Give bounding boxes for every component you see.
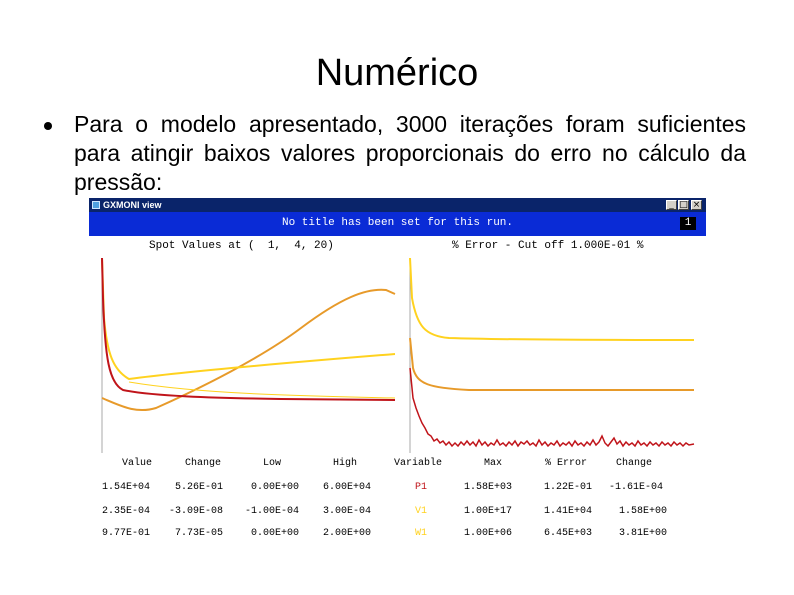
table-cell: 1.00E+06	[464, 528, 513, 539]
series-v1-lower-line	[128, 381, 396, 399]
series-p1-line	[101, 258, 396, 401]
table-cell: 0.00E+00	[251, 528, 300, 539]
error-p1-line	[409, 367, 695, 448]
table-cell: 1.58E+03	[464, 482, 513, 493]
table-cell: 1.58E+00	[619, 506, 668, 517]
table-cell: 0.00E+00	[251, 482, 300, 493]
table-cell: 9.77E-01	[102, 528, 151, 539]
variable-cell: P1	[415, 482, 428, 493]
close-button[interactable]: ×	[691, 200, 702, 210]
table-cell: 1.54E+04	[102, 482, 151, 493]
column-header: Variable	[394, 458, 443, 469]
table-cell: 3.81E+00	[619, 528, 668, 539]
series-w1-line	[101, 288, 396, 412]
variable-cell: W1	[415, 528, 428, 539]
table-cell: 6.00E+04	[323, 482, 372, 493]
bullet-marker	[44, 122, 52, 130]
column-header: Change	[185, 458, 222, 469]
column-header: Max	[484, 458, 503, 469]
maximize-button[interactable]: □	[678, 200, 689, 210]
table-cell: 3.00E-04	[323, 506, 372, 517]
run-number: 1	[680, 217, 696, 230]
table-cell: 7.73E-05	[175, 528, 224, 539]
table-cell: 1.22E-01	[544, 482, 593, 493]
error-v1-line	[409, 258, 695, 341]
series-v1-line	[101, 258, 396, 381]
gxmoni-window: GXMONI view _ □ × No title has been set …	[89, 198, 706, 555]
table-cell: 2.00E+00	[323, 528, 372, 539]
table-cell: -1.00E-04	[245, 506, 300, 517]
error-header: % Error - Cut off 1.000E-01 %	[452, 240, 644, 252]
app-icon	[92, 201, 100, 209]
window-titlebar: GXMONI view _ □ ×	[89, 198, 706, 212]
table-cell: 6.45E+03	[544, 528, 593, 539]
table-cell: -1.61E-04	[609, 482, 664, 493]
column-header: Change	[616, 458, 653, 469]
run-title-bar: No title has been set for this run. 1	[89, 212, 706, 236]
error-plot	[409, 258, 695, 453]
column-header: High	[333, 458, 358, 469]
error-w1-line	[409, 337, 694, 391]
table-cell: 1.41E+04	[544, 506, 593, 517]
minimize-button[interactable]: _	[666, 200, 677, 210]
slide-title: Numérico	[315, 52, 479, 94]
table-cell: 2.35E-04	[102, 506, 151, 517]
column-header: Value	[122, 458, 153, 469]
bullet-text: Para o modelo apresentado, 3000 iteraçõe…	[74, 111, 746, 195]
spot-values-header: Spot Values at ( 1, 4, 20)	[149, 240, 334, 252]
column-header: % Error	[545, 458, 588, 469]
variable-cell: V1	[415, 506, 428, 517]
window-title: GXMONI view	[103, 200, 162, 210]
spot-values-plot	[101, 258, 396, 453]
table-cell: 1.00E+17	[464, 506, 513, 517]
column-header: Low	[263, 458, 282, 469]
run-title: No title has been set for this run.	[281, 217, 514, 229]
table-cell: -3.09E-08	[169, 506, 224, 517]
table-cell: 5.26E-01	[175, 482, 224, 493]
